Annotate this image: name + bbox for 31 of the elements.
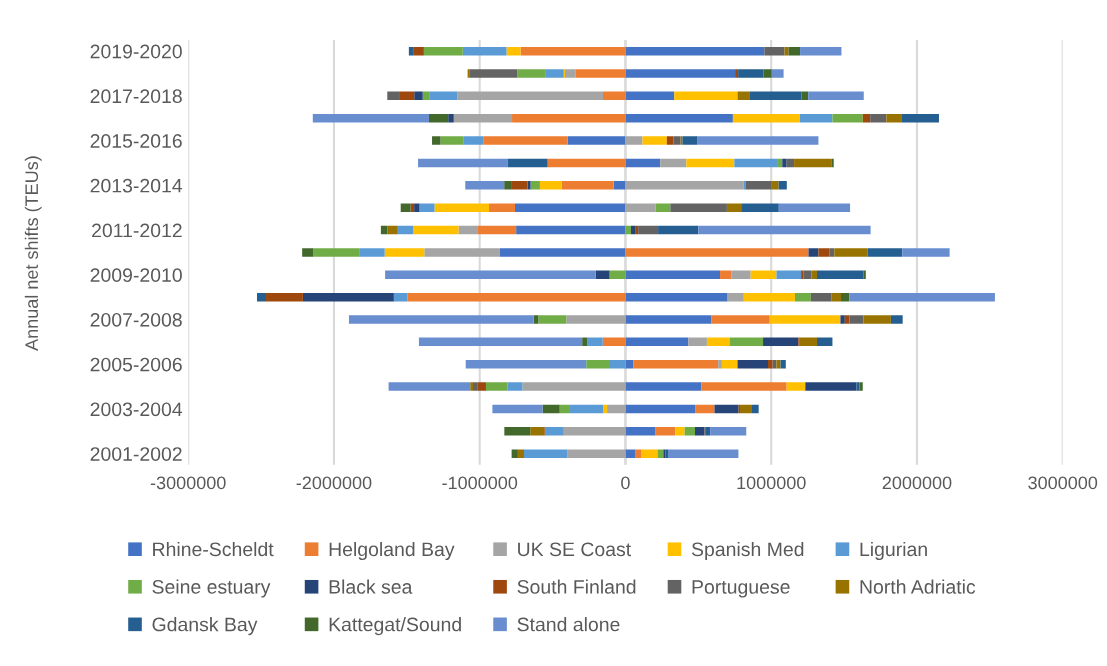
x-tick-label: -1000000 bbox=[442, 476, 518, 490]
y-tick-label: 2009-2010 bbox=[90, 268, 182, 283]
x-tick-label: 2000000 bbox=[882, 476, 952, 490]
legend-label: South Finland bbox=[517, 579, 636, 594]
legend-label: Gdansk Bay bbox=[152, 617, 258, 636]
y-tick-label: 2011-2012 bbox=[92, 223, 182, 238]
y-tick-label: 2003-2004 bbox=[90, 402, 183, 417]
x-tick-label: -3000000 bbox=[150, 476, 226, 490]
y-tick-label: 2015-2016 bbox=[90, 134, 182, 148]
x-tick-label: -2000000 bbox=[296, 476, 372, 490]
legend-label: Black sea bbox=[329, 579, 413, 594]
y-tick-label: 2019-2020 bbox=[90, 44, 182, 59]
legend-label: UK SE Coast bbox=[518, 542, 632, 557]
y-tick-label: 2017-2018 bbox=[90, 89, 182, 104]
y-tick-label: 2013-2014 bbox=[90, 178, 183, 193]
legend-label: Rhine-Scheldt bbox=[153, 541, 274, 557]
x-tick-label: 3000000 bbox=[1028, 476, 1098, 490]
x-tick-label: 0 bbox=[621, 476, 630, 490]
y-tick-label: 2001-2002 bbox=[90, 447, 182, 461]
legend-label: Spanish Med bbox=[691, 541, 804, 561]
legend-label: North Adriatic bbox=[860, 579, 976, 594]
y-tick-label: 2005-2006 bbox=[90, 357, 182, 372]
y-tick-label: 2007-2008 bbox=[90, 312, 182, 327]
legend-label: Stand alone bbox=[517, 617, 620, 632]
x-tick-label: 1000000 bbox=[737, 476, 806, 490]
legend-label: Ligurian bbox=[860, 541, 927, 561]
legend-label: Kattegat/Sound bbox=[329, 617, 461, 636]
legend-label: Seine estuary bbox=[152, 579, 271, 598]
legend-label: Helgoland Bay bbox=[329, 541, 455, 561]
y-axis-title: Annual net shifts (TEUs) bbox=[24, 156, 42, 351]
legend-label: Portuguese bbox=[692, 580, 790, 598]
